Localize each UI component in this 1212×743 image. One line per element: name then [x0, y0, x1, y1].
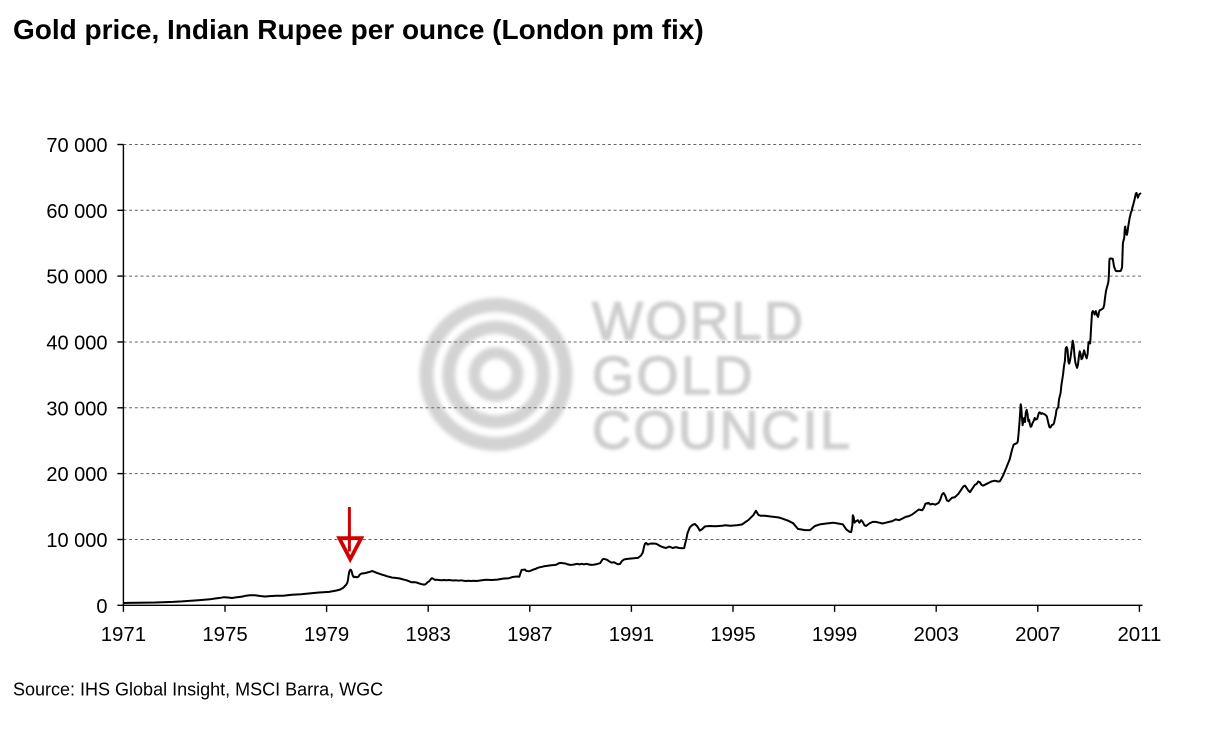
svg-text:WORLD: WORLD	[592, 292, 806, 352]
svg-text:2003: 2003	[914, 624, 959, 646]
svg-text:1983: 1983	[406, 624, 451, 646]
svg-text:20 000: 20 000	[46, 464, 107, 486]
svg-text:2011: 2011	[1117, 624, 1161, 646]
svg-text:COUNCIL: COUNCIL	[592, 400, 853, 460]
svg-text:60 000: 60 000	[46, 201, 107, 223]
svg-text:10 000: 10 000	[46, 530, 107, 552]
svg-text:50 000: 50 000	[46, 267, 107, 289]
svg-text:1971: 1971	[101, 624, 146, 646]
svg-text:30 000: 30 000	[46, 398, 107, 420]
svg-text:Gold price, Indian Rupee per o: Gold price, Indian Rupee per ounce (Lond…	[13, 14, 704, 45]
svg-text:40 000: 40 000	[46, 333, 107, 355]
svg-text:1995: 1995	[710, 624, 755, 646]
svg-text:2007: 2007	[1015, 624, 1060, 646]
svg-text:1999: 1999	[812, 624, 857, 646]
svg-text:0: 0	[96, 596, 107, 618]
svg-text:1991: 1991	[609, 624, 654, 646]
svg-text:1975: 1975	[202, 624, 247, 646]
svg-text:70 000: 70 000	[46, 135, 107, 157]
svg-text:1987: 1987	[507, 624, 552, 646]
svg-text:1979: 1979	[304, 624, 349, 646]
svg-text:GOLD: GOLD	[592, 346, 755, 406]
svg-text:Source: IHS Global Insight, MS: Source: IHS Global Insight, MSCI Barra, …	[13, 679, 383, 699]
